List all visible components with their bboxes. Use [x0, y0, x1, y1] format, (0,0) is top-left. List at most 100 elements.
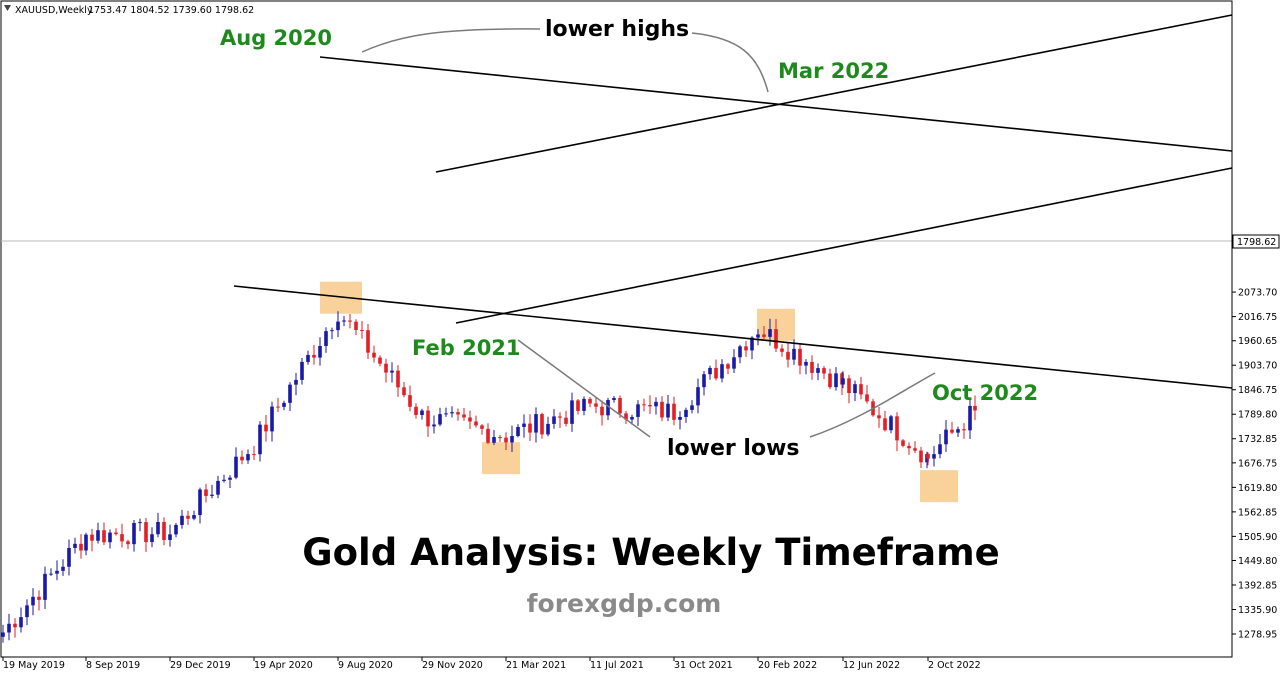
candle-body	[462, 414, 466, 418]
pointer-lower-lows-left	[517, 339, 651, 438]
candle-body	[474, 421, 478, 426]
candle-body	[444, 413, 448, 415]
candle-body	[792, 348, 796, 360]
symbol-label: XAUUSD,Weekly	[15, 5, 93, 16]
date-tick-label: 31 Oct 2021	[674, 660, 733, 671]
candle-body	[258, 424, 262, 455]
candle-body	[768, 329, 772, 337]
candle-body	[540, 414, 544, 435]
trendlines	[233, 14, 1233, 389]
candle-body	[342, 320, 346, 322]
candle-body	[726, 364, 730, 369]
price-tick-label: 2073.70	[1238, 288, 1277, 299]
candle-body	[938, 444, 942, 455]
candle-body	[756, 334, 760, 338]
candle-body	[576, 400, 580, 411]
candle-body	[816, 368, 820, 373]
candle-body	[913, 448, 917, 451]
candle-body	[926, 453, 930, 459]
candle-body	[384, 363, 388, 373]
candle-body	[973, 405, 977, 411]
candle-body	[552, 416, 556, 424]
candle-body	[414, 406, 418, 415]
candle-body	[750, 337, 754, 351]
candle-body	[1, 632, 5, 637]
candles	[1, 311, 977, 643]
price-tick-label: 1732.85	[1238, 434, 1277, 445]
candle-body	[841, 378, 845, 385]
candle-body	[762, 334, 766, 337]
candle-body	[360, 330, 364, 332]
candle-body	[150, 534, 154, 543]
trendline-rising-bottom	[455, 167, 1233, 324]
candle-body	[883, 418, 887, 431]
candle-body	[120, 534, 124, 542]
trendline-upper-channel-top	[319, 56, 1233, 152]
candle-body	[907, 445, 911, 449]
candle-body	[732, 357, 736, 369]
candle-body	[480, 425, 484, 429]
candle-body	[61, 566, 65, 571]
candle-body	[642, 404, 646, 406]
candle-body	[744, 346, 748, 351]
price-tick-label: 1562.85	[1238, 507, 1277, 518]
candle-body	[67, 547, 71, 567]
candle-body	[300, 361, 304, 380]
candle-body	[546, 423, 550, 435]
candle-body	[288, 384, 292, 403]
candle-body	[426, 410, 430, 427]
candle-body	[877, 415, 881, 419]
candle-body	[420, 410, 424, 415]
candle-body	[234, 456, 238, 478]
candle-body	[102, 530, 106, 543]
candle-body	[859, 384, 863, 395]
candle-body	[582, 398, 586, 411]
candle-body	[804, 361, 808, 366]
candle-body	[282, 402, 286, 407]
candle-body	[168, 534, 172, 540]
candle-body	[516, 426, 520, 437]
pointer-lower-highs-left	[361, 28, 541, 53]
candle-body	[919, 450, 923, 463]
candle-body	[558, 416, 562, 418]
candle-body	[13, 623, 17, 628]
candle-body	[31, 596, 35, 606]
candle-body	[865, 394, 869, 402]
candle-body	[354, 321, 358, 331]
candle-body	[810, 361, 814, 373]
date-tick-label: 19 Apr 2020	[254, 660, 313, 671]
price-tick-label: 1960.65	[1238, 336, 1277, 347]
highlight-feb-2021	[482, 442, 520, 475]
current-price-label: 1798.62	[1237, 237, 1276, 248]
pointer-lower-highs-right	[691, 32, 769, 93]
date-tick-label: 29 Nov 2020	[422, 660, 483, 671]
candle-body	[180, 515, 184, 525]
candle-body	[528, 423, 532, 433]
candle-body	[432, 424, 436, 427]
candle-body	[901, 440, 905, 446]
date-tick-label: 12 Jun 2022	[843, 660, 900, 671]
candle-body	[108, 532, 112, 543]
price-tick-label: 1392.85	[1238, 581, 1277, 592]
date-tick-label: 9 Aug 2020	[338, 660, 393, 671]
candle-body	[228, 477, 232, 480]
price-axis: 2073.70 2016.75 1960.65 1903.70 1846.75 1789.…	[1231, 1, 1277, 657]
candle-body	[19, 617, 23, 628]
candle-body	[396, 370, 400, 388]
candle-body	[828, 373, 832, 388]
candle-body	[690, 405, 694, 410]
candle-body	[738, 346, 742, 358]
chart-header: XAUUSD,Weekly 1753.47 1804.52 1739.60 17…	[4, 5, 254, 16]
candle-body	[43, 573, 47, 600]
candle-body	[774, 329, 778, 349]
candle-body	[486, 428, 490, 443]
candle-body	[895, 416, 899, 441]
trendline-upper-channel-bottom	[233, 285, 1233, 389]
candle-body	[678, 416, 682, 420]
candle-body	[324, 331, 328, 347]
price-tick-label: 1278.95	[1238, 630, 1277, 641]
candle-body	[624, 413, 628, 420]
candle-body	[956, 429, 960, 433]
date-tick-label: 29 Dec 2019	[170, 660, 231, 671]
